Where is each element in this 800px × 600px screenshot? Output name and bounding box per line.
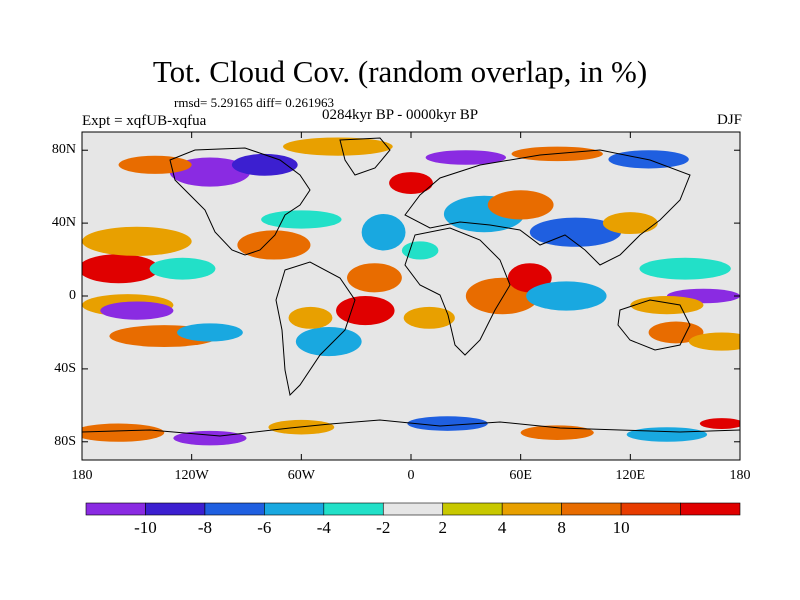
anomaly-blob [288, 306, 333, 329]
anomaly-blob [648, 321, 704, 344]
anomaly-blob [699, 418, 740, 430]
anomaly-blob [149, 257, 216, 280]
colorbar-swatch [264, 502, 325, 516]
latitude-tick-label: 0 [69, 288, 76, 303]
anomaly-blob [403, 306, 455, 329]
colorbar-tick-label: -8 [197, 518, 212, 537]
colorbar-swatch [204, 502, 265, 516]
coastline-australia [617, 299, 691, 351]
coastline-greenland [339, 137, 391, 176]
anomaly-blob [361, 214, 406, 251]
colorbar-swatch [382, 502, 444, 516]
latitude-tick-label: 40S [54, 360, 76, 376]
colorbar-swatch [145, 502, 206, 516]
anomaly-blob [407, 416, 488, 431]
latitude-tick-label: 40N [51, 215, 76, 231]
anomaly-blob [100, 301, 174, 320]
coastline-antarctica [82, 419, 740, 437]
rmsd-diff-label: rmsd= 5.29165 diff= 0.261963 [174, 95, 334, 110]
longitude-tick-label: 60W [287, 468, 315, 483]
colorbar-tick-label: 4 [497, 518, 507, 537]
anomaly-field [82, 137, 740, 446]
colorbar-swatch [501, 502, 562, 516]
anomaly-blob [626, 427, 708, 442]
experiment-label: Expt = xqfUB-xqfua [82, 113, 207, 129]
anomaly-blob [336, 296, 395, 326]
axis-ticks [81, 132, 741, 460]
colorbar-swatch [680, 502, 741, 516]
coastlines [82, 137, 740, 437]
anomaly-blob [82, 423, 165, 442]
coastline-eurasia [404, 149, 691, 266]
colorbar [85, 502, 741, 516]
anomaly-blob [82, 226, 192, 256]
colorbar-swatch [442, 502, 503, 516]
latitude-tick-label: 80N [51, 142, 76, 158]
anomaly-blob [639, 257, 731, 280]
anomaly-blob [295, 326, 362, 357]
anomaly-blob [118, 155, 192, 174]
anomaly-blob [261, 210, 342, 229]
longitude-tick-label: 120W [174, 468, 209, 483]
colorbar-tick-label: -6 [257, 518, 272, 537]
longitude-tick-label: 60E [509, 468, 532, 483]
anomaly-blob [283, 137, 393, 156]
colorbar-tick-label: 10 [612, 518, 630, 537]
anomaly-blob [82, 254, 159, 284]
anomaly-blob [630, 296, 704, 315]
colorbar-tick-label: -2 [376, 518, 391, 537]
period-label: 0284kyr BP - 0000kyr BP [322, 107, 479, 123]
colorbar-tick-label: 2 [438, 518, 447, 537]
latitude-tick-label: 80S [54, 433, 76, 449]
page-title: Tot. Cloud Cov. (random overlap, in %) [152, 54, 648, 89]
coastline-africa [404, 227, 511, 356]
anomaly-blob [520, 425, 594, 440]
colorbar-tick-label: 8 [557, 518, 566, 537]
anomaly-blob [425, 150, 507, 165]
anomaly-blob [487, 190, 554, 220]
colorbar-tick-label: -4 [316, 518, 331, 537]
anomaly-blob [688, 332, 740, 351]
anomaly-blob [602, 212, 658, 235]
anomaly-blob [231, 153, 298, 176]
colorbar-swatch [85, 502, 146, 516]
anomaly-blob [389, 172, 433, 194]
longitude-tick-label: 0 [407, 468, 415, 483]
anomaly-blob [526, 281, 607, 311]
anomaly-blob [237, 230, 311, 260]
coastline-south-america [275, 261, 356, 397]
coastline-north-america [169, 147, 311, 256]
anomaly-blob [177, 323, 243, 342]
colorbar-swatch [561, 502, 622, 516]
colorbar-swatch [323, 502, 384, 516]
longitude-tick-label: 180 [729, 468, 751, 483]
colorbar-swatch [620, 502, 681, 516]
colorbar-tick-label: -10 [134, 518, 157, 537]
anomaly-blob [347, 263, 402, 293]
season-label: DJF [716, 112, 742, 128]
longitude-tick-label: 180 [71, 468, 93, 483]
longitude-tick-label: 120E [615, 468, 646, 483]
anomaly-blob [173, 430, 247, 446]
